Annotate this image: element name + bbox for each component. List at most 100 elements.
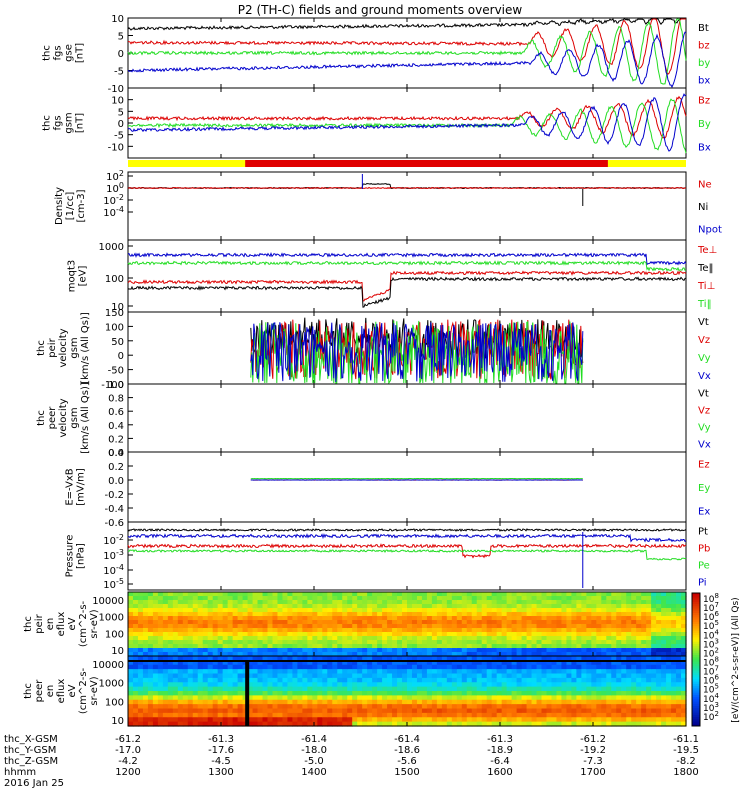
spectrogram-cell — [681, 620, 687, 625]
spectrogram-cell — [287, 600, 294, 605]
spectrogram-cell — [152, 699, 159, 705]
spectrogram-cell — [571, 604, 577, 609]
spectrogram-cell — [566, 612, 573, 617]
colorbar-cell — [692, 719, 700, 723]
spectrogram-cell — [451, 648, 458, 653]
spectrogram-cell — [282, 699, 289, 705]
spectrogram-cell — [431, 669, 438, 675]
spectrogram-cell — [646, 620, 652, 625]
spectrogram-cell — [446, 628, 453, 633]
spectrogram-cell — [556, 704, 563, 710]
spectrogram-cell — [471, 691, 478, 696]
spectrogram-cell — [142, 600, 149, 605]
spectrogram-cell — [212, 628, 219, 633]
spectrogram-cell — [666, 616, 672, 621]
spectrogram-cell — [322, 600, 328, 605]
spectrogram-cell — [516, 596, 523, 601]
spectrogram-cell — [466, 608, 473, 613]
spectrogram-cell — [407, 699, 413, 705]
spectrogram-cell — [252, 704, 259, 710]
spectrogram-cell — [162, 721, 169, 727]
spectrogram-cell — [342, 592, 348, 597]
spectrogram-cell — [397, 620, 403, 625]
spectrogram-cell — [411, 660, 418, 666]
spectrogram-cell — [252, 636, 259, 641]
spectrogram-cell — [252, 640, 259, 645]
spectrogram-cell — [382, 628, 388, 633]
spectrogram-cell — [461, 717, 468, 723]
spectrogram-cell — [651, 604, 657, 609]
spectrogram-cell — [292, 699, 298, 705]
spectrogram-cell — [501, 721, 508, 727]
spectrogram-cell — [357, 632, 363, 637]
spectrogram-cell — [132, 596, 139, 601]
spectrogram-cell — [262, 708, 269, 714]
spectrogram-cell — [287, 648, 294, 653]
spectrogram-cell — [661, 656, 667, 661]
spectrogram-cell — [342, 628, 348, 633]
spectrogram-cell — [372, 640, 378, 645]
spectrogram-cell — [631, 699, 637, 705]
spectrogram-cell — [352, 673, 358, 679]
colorbar-cell — [692, 595, 700, 598]
spectrogram-cell — [681, 691, 687, 696]
spectrogram-cell — [506, 717, 513, 723]
spectrogram-cell — [581, 691, 587, 696]
spectrogram-cell — [152, 677, 159, 683]
spectrogram-cell — [317, 616, 323, 621]
spectrogram-cell — [681, 708, 687, 714]
spectrogram-cell — [277, 644, 284, 649]
spectrogram-cell — [132, 669, 139, 675]
spectrogram-cell — [551, 604, 558, 609]
spectrogram-cell — [332, 604, 338, 609]
spectrogram-cell — [392, 677, 398, 683]
spectrogram-cell — [322, 632, 328, 637]
spectrogram-cell — [267, 612, 274, 617]
spectrogram-cell — [372, 624, 378, 629]
y-axis-label: en — [45, 618, 56, 631]
spectrogram-cell — [217, 721, 224, 727]
spectrogram-cell — [157, 721, 164, 727]
spectrogram-cell — [476, 632, 483, 637]
spectrogram-cell — [441, 669, 448, 675]
spectrogram-cell — [441, 600, 448, 605]
spectrogram-cell — [317, 636, 323, 641]
spectrogram-cell — [546, 691, 553, 696]
spectrogram-cell — [247, 682, 254, 688]
spectrogram-cell — [606, 600, 612, 605]
spectrogram-cell — [362, 704, 368, 710]
legend-entry: Pb — [698, 544, 710, 555]
spectrogram-cell — [317, 708, 323, 714]
spectrogram-cell — [441, 636, 448, 641]
spectrogram-cell — [541, 717, 548, 723]
spectrogram-cell — [387, 708, 393, 714]
spectrogram-cell — [167, 628, 174, 633]
colorbar-cell — [692, 690, 700, 694]
spectrogram-cell — [521, 669, 528, 675]
spectrogram-cell — [222, 632, 229, 637]
spectrogram-cell — [596, 644, 602, 649]
spectrogram-cell — [327, 592, 333, 597]
spectrogram-cell — [611, 624, 617, 629]
spectrogram-cell — [397, 592, 403, 597]
spectrogram-cell — [217, 695, 224, 701]
spectrogram-cell — [407, 708, 413, 714]
spectrogram-cell — [337, 612, 343, 617]
spectrogram-cell — [476, 717, 483, 723]
spectrogram-cell — [506, 695, 513, 701]
spectrogram-cell — [247, 704, 254, 710]
spectrogram-cell — [387, 616, 393, 621]
spectrogram-cell — [307, 592, 313, 597]
spectrogram-cell — [441, 640, 448, 645]
spectrogram-cell — [486, 712, 493, 718]
spectrogram-cell — [646, 669, 652, 675]
spectrogram-cell — [327, 652, 333, 657]
spectrogram-cell — [616, 628, 622, 633]
y-tick-label: 5 — [118, 32, 124, 43]
spectrogram-cell — [322, 699, 328, 705]
spectrogram-cell — [312, 704, 318, 710]
spectrogram-cell — [506, 612, 513, 617]
spectrogram-cell — [132, 695, 139, 701]
spectrogram-cell — [441, 721, 448, 727]
x-axis-value: 1200 — [115, 767, 140, 778]
